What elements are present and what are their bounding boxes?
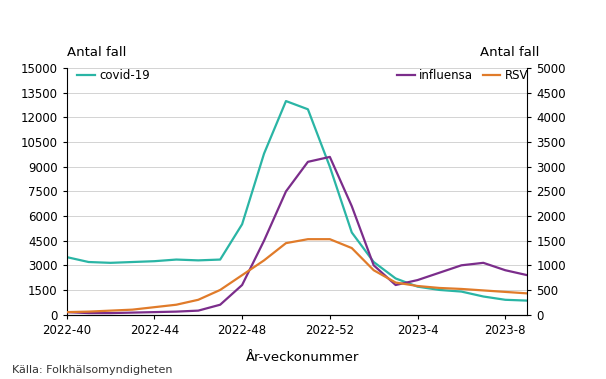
influensa bbox=[107, 311, 114, 315]
covid-19 bbox=[370, 260, 378, 264]
RSV bbox=[173, 302, 180, 307]
influensa bbox=[173, 309, 180, 314]
influensa bbox=[326, 155, 333, 159]
influensa bbox=[304, 160, 311, 164]
Line: covid-19: covid-19 bbox=[67, 101, 527, 301]
covid-19 bbox=[173, 257, 180, 262]
covid-19 bbox=[348, 230, 355, 235]
Text: År-veckonummer: År-veckonummer bbox=[246, 351, 360, 364]
covid-19 bbox=[107, 261, 114, 265]
RSV bbox=[216, 288, 224, 292]
RSV bbox=[63, 310, 70, 315]
covid-19 bbox=[282, 99, 290, 103]
RSV bbox=[414, 284, 421, 288]
RSV bbox=[282, 241, 290, 246]
influensa bbox=[63, 310, 70, 315]
influensa bbox=[239, 283, 246, 287]
RSV bbox=[151, 305, 158, 309]
covid-19 bbox=[195, 258, 202, 263]
influensa bbox=[348, 204, 355, 208]
covid-19 bbox=[85, 260, 92, 264]
influensa bbox=[370, 263, 378, 268]
influensa bbox=[282, 189, 290, 194]
covid-19 bbox=[458, 289, 465, 294]
RSV bbox=[480, 288, 487, 293]
Text: Antal fall: Antal fall bbox=[67, 46, 126, 59]
covid-19 bbox=[480, 294, 487, 299]
Legend: influensa, RSV: influensa, RSV bbox=[392, 65, 533, 87]
Line: RSV: RSV bbox=[67, 239, 527, 312]
RSV bbox=[348, 246, 355, 251]
influensa bbox=[129, 310, 136, 315]
RSV bbox=[502, 290, 509, 294]
Text: Antal fall: Antal fall bbox=[480, 46, 539, 59]
RSV bbox=[436, 286, 443, 290]
covid-19 bbox=[239, 222, 246, 227]
covid-19 bbox=[502, 298, 509, 302]
influensa bbox=[195, 309, 202, 313]
covid-19 bbox=[524, 298, 531, 303]
influensa bbox=[502, 268, 509, 273]
covid-19 bbox=[392, 276, 399, 281]
Legend: covid-19: covid-19 bbox=[73, 65, 155, 87]
RSV bbox=[326, 237, 333, 241]
covid-19 bbox=[129, 260, 136, 264]
covid-19 bbox=[151, 259, 158, 263]
RSV bbox=[392, 280, 399, 285]
influensa bbox=[524, 273, 531, 277]
influensa bbox=[480, 261, 487, 265]
RSV bbox=[261, 258, 268, 263]
covid-19 bbox=[261, 151, 268, 156]
covid-19 bbox=[414, 284, 421, 289]
influensa bbox=[85, 311, 92, 315]
RSV bbox=[370, 268, 378, 273]
influensa bbox=[414, 278, 421, 282]
influensa bbox=[261, 238, 268, 243]
RSV bbox=[239, 273, 246, 277]
covid-19 bbox=[326, 164, 333, 169]
RSV bbox=[304, 237, 311, 241]
RSV bbox=[107, 309, 114, 313]
influensa bbox=[436, 271, 443, 275]
Text: Källa: Folkhälsomyndigheten: Källa: Folkhälsomyndigheten bbox=[12, 365, 173, 375]
covid-19 bbox=[63, 255, 70, 259]
covid-19 bbox=[216, 257, 224, 262]
Line: influensa: influensa bbox=[67, 157, 527, 313]
influensa bbox=[151, 310, 158, 315]
influensa bbox=[216, 302, 224, 307]
influensa bbox=[458, 263, 465, 268]
RSV bbox=[524, 291, 531, 296]
RSV bbox=[195, 298, 202, 302]
covid-19 bbox=[304, 107, 311, 111]
RSV bbox=[85, 309, 92, 314]
influensa bbox=[392, 283, 399, 287]
RSV bbox=[458, 287, 465, 291]
RSV bbox=[129, 307, 136, 312]
covid-19 bbox=[436, 288, 443, 292]
